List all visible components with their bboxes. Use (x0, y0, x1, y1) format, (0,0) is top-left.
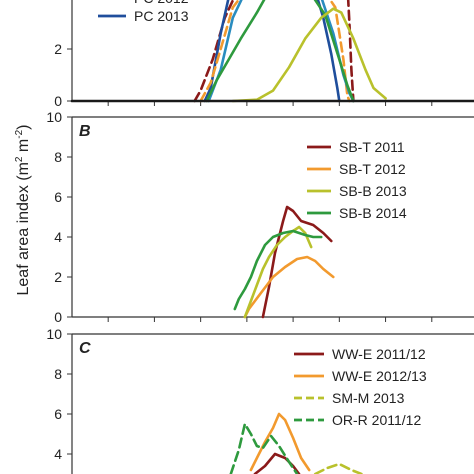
legend-entry: SB-T 2011 (339, 139, 405, 155)
panel-c: 4 6 8 10 C WW-E 2011/12 WW-E 2012/13 SM-M 2013 O… (46, 326, 474, 474)
y-tick-label: 8 (54, 366, 62, 382)
series-line (193, 0, 355, 103)
legend-entry: WW-E 2012/13 (332, 368, 427, 384)
series-line (233, 229, 323, 311)
series-line (205, 0, 355, 103)
y-tick-label: 8 (54, 149, 62, 165)
series-line (231, 7, 387, 103)
panel-a: 0 2 PC 2012 PC 2013 (54, 0, 474, 109)
y-axis-label-sup2: -2 (14, 129, 25, 138)
series-line (253, 452, 301, 474)
series-line (203, 0, 341, 103)
legend-entry: WW-E 2011/12 (332, 346, 426, 362)
y-tick-label: 4 (54, 446, 62, 462)
legend-entry: PC 2012 (134, 0, 189, 6)
panel-letter: B (79, 123, 91, 140)
series-line (249, 412, 311, 472)
series-line (199, 0, 351, 103)
legend-entry: SB-B 2013 (339, 183, 407, 199)
legend-entry: PC 2013 (134, 8, 189, 24)
y-axis-label: Leaf area index (m2 m-2) (14, 125, 32, 296)
y-tick-label: 10 (46, 109, 62, 125)
y-tick-label: 2 (54, 41, 62, 57)
legend-entry: SB-B 2014 (339, 205, 407, 221)
series-line (261, 205, 333, 319)
y-tick-label: 6 (54, 189, 62, 205)
panel-b: 0 2 4 6 8 10 B SB-T 2011 SB-T 2012 SB-B 2013 SB-B … (46, 109, 474, 325)
y-tick-label: 0 (54, 309, 62, 325)
legend-entry: SM-M 2013 (332, 390, 405, 406)
y-axis-label-sup1: 2 (14, 156, 25, 162)
y-tick-label: 4 (54, 229, 62, 245)
series-line (229, 422, 299, 474)
legend-entry: OR-R 2011/12 (332, 412, 421, 428)
series-line (243, 255, 335, 319)
y-tick-label: 2 (54, 269, 62, 285)
legend-entry: SB-T 2012 (339, 161, 406, 177)
y-axis-label-main: Leaf area index (m (15, 162, 32, 295)
y-axis-label-mid: m (15, 139, 32, 157)
y-tick-label: 10 (46, 326, 62, 342)
y-tick-label: 0 (54, 93, 62, 109)
panel-letter: C (79, 340, 91, 357)
y-tick-label: 6 (54, 406, 62, 422)
y-axis-label-end: ) (15, 125, 32, 130)
series-line (313, 462, 363, 474)
series-line (243, 225, 313, 319)
